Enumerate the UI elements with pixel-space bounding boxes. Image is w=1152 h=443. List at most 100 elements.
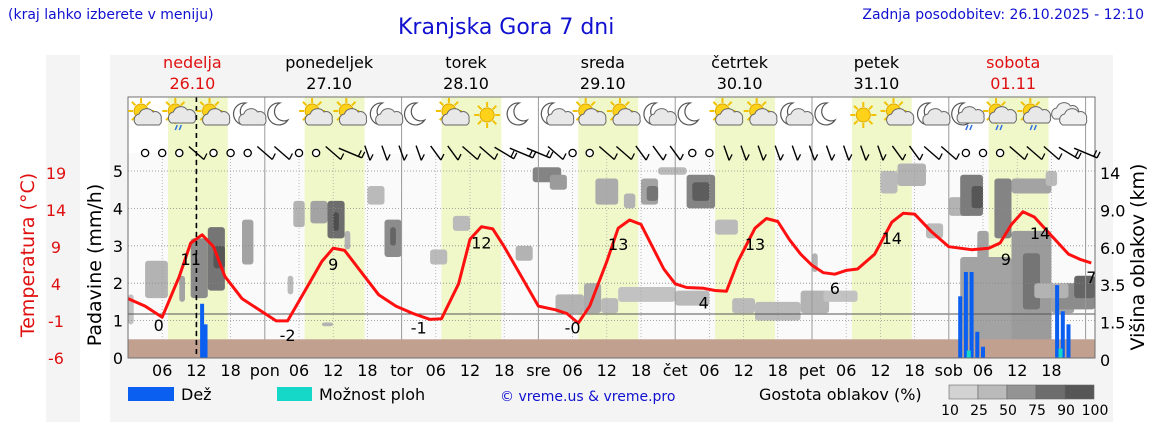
moon-icon bbox=[267, 102, 290, 126]
cloud-block bbox=[367, 185, 385, 205]
region-hint: (kraj lahko izberete v meniju) bbox=[8, 7, 214, 23]
cloud-block bbox=[646, 185, 659, 201]
cloud-block bbox=[755, 301, 801, 321]
sun-cloud-icon bbox=[333, 98, 368, 126]
cloud-block bbox=[823, 290, 858, 302]
density-legend-title: Gostota oblakov (%) bbox=[759, 385, 922, 404]
sun-cloud-rain-icon bbox=[162, 98, 197, 131]
x-tick-label: pon bbox=[250, 361, 280, 380]
temperature-label: 11 bbox=[181, 250, 201, 269]
density-swatch bbox=[1035, 384, 1066, 400]
x-tick-label: 18 bbox=[904, 361, 924, 380]
temperature-label: -0 bbox=[565, 318, 581, 337]
temperature-label: 9 bbox=[1001, 250, 1011, 269]
last-update: Zadnja posodobitev: 26.10.2025 - 12:10 bbox=[862, 7, 1144, 23]
cloud-block bbox=[601, 298, 619, 314]
wind-barb-icon bbox=[364, 145, 374, 161]
wind-barb-icon bbox=[635, 145, 650, 161]
sun-cloud-icon bbox=[435, 98, 470, 126]
cloud-block bbox=[145, 260, 168, 299]
x-tick-label: 18 bbox=[357, 361, 377, 380]
moon-icon bbox=[814, 102, 837, 126]
rain-bar bbox=[1055, 285, 1060, 358]
temperature-label: -2 bbox=[280, 326, 296, 345]
temperature-label: 7 bbox=[1086, 268, 1096, 287]
moon-icon bbox=[677, 102, 700, 126]
wind-barb-icon bbox=[891, 145, 907, 161]
cloud-block bbox=[390, 227, 396, 246]
left-panel bbox=[46, 55, 80, 422]
rain-bar bbox=[981, 346, 985, 358]
sun-cloud-icon bbox=[709, 98, 744, 126]
precip-tick-label: 0 bbox=[113, 349, 123, 368]
wind-barb-icon bbox=[509, 147, 537, 159]
moon-cloud-icon bbox=[369, 102, 404, 126]
wind-calm-icon bbox=[209, 148, 218, 158]
day-name: četrtek bbox=[711, 53, 769, 72]
rain-bar bbox=[203, 324, 208, 358]
wind-barb-icon bbox=[381, 145, 391, 161]
x-tick-label: 06 bbox=[699, 361, 719, 380]
page-title: Kranjska Gora 7 dni bbox=[398, 15, 615, 40]
moon-cloud-icon bbox=[643, 102, 677, 126]
wind-barb-icon bbox=[1043, 145, 1063, 161]
cloud-block bbox=[344, 230, 351, 250]
x-tick-label: 12 bbox=[186, 361, 206, 380]
x-tick-label: 12 bbox=[597, 361, 617, 380]
cloud-block bbox=[732, 298, 755, 314]
temperature-axis-title: Temperatura (°C) bbox=[17, 173, 39, 338]
density-swatch bbox=[948, 384, 979, 400]
x-tick-label: 06 bbox=[973, 361, 993, 380]
cloud-block bbox=[880, 171, 898, 194]
wind-barb-icon bbox=[398, 145, 408, 161]
day-date: 01.11 bbox=[990, 74, 1036, 93]
x-tick-label: 12 bbox=[870, 361, 890, 380]
moon-icon bbox=[506, 102, 529, 126]
wind-calm-icon bbox=[568, 148, 577, 158]
wind-calm-icon bbox=[995, 148, 1005, 158]
x-tick-label: 12 bbox=[733, 361, 753, 380]
density-level-label: 90 bbox=[1057, 403, 1075, 419]
x-tick-label: 18 bbox=[1041, 361, 1061, 380]
credit-text: © vreme.us & vreme.pro bbox=[500, 389, 675, 405]
day-date: 26.10 bbox=[169, 74, 215, 93]
wind-barb-icon bbox=[430, 145, 445, 161]
cloud-block bbox=[452, 215, 470, 231]
sun-icon bbox=[850, 102, 877, 128]
shower-bar bbox=[1058, 348, 1063, 358]
day-name: petek bbox=[854, 53, 900, 72]
moon-cloud-icon bbox=[916, 102, 951, 126]
cloud-block bbox=[618, 286, 676, 302]
rain-bar bbox=[958, 296, 963, 358]
rain-bar bbox=[975, 331, 980, 358]
wind-barb-icon bbox=[462, 145, 482, 161]
cloud-height-tick-label: 1.5 bbox=[1100, 314, 1125, 333]
density-level-label: 75 bbox=[1028, 403, 1046, 419]
moon-icon bbox=[403, 102, 427, 126]
ground-strip bbox=[128, 339, 1095, 358]
temperature-label: -1 bbox=[411, 318, 427, 337]
density-level-label: 25 bbox=[970, 403, 988, 419]
sun-cloud-icon bbox=[196, 98, 231, 126]
wind-barb-icon bbox=[1058, 146, 1082, 160]
sun-cloud-icon bbox=[299, 98, 333, 126]
cloud-block bbox=[897, 163, 926, 186]
wind-barb-icon bbox=[740, 145, 750, 161]
cloud-height-tick-label: 14 bbox=[1100, 164, 1120, 183]
density-swatch bbox=[977, 384, 1008, 400]
temp-tick-label: 14 bbox=[46, 201, 66, 220]
temperature-label: 14 bbox=[1030, 224, 1050, 243]
temperature-label: 4 bbox=[699, 293, 709, 312]
x-tick-label: sre bbox=[526, 361, 550, 380]
density-swatch bbox=[1006, 384, 1037, 400]
wind-barb-icon bbox=[774, 145, 784, 161]
wind-calm-icon bbox=[157, 148, 167, 158]
x-tick-label: 18 bbox=[768, 361, 788, 380]
temp-tick-label: 19 bbox=[46, 164, 66, 183]
cloud-block bbox=[800, 290, 830, 314]
density-swatch bbox=[1064, 384, 1095, 400]
moon-cloud-rain-icon bbox=[951, 102, 985, 131]
daylight-band bbox=[578, 97, 639, 358]
wind-barb-icon bbox=[415, 145, 425, 161]
wind-barb-icon bbox=[877, 145, 887, 161]
